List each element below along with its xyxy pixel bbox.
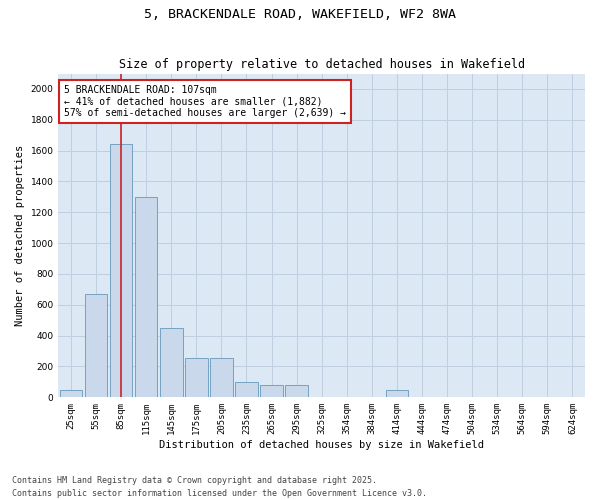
Bar (110, 144, 133, 398)
Bar (235, 382, 258, 398)
Title: Size of property relative to detached houses in Wakefield: Size of property relative to detached ho… (119, 58, 525, 71)
Text: 5 BRACKENDALE ROAD: 107sqm
← 41% of detached houses are smaller (1,882)
57% of s: 5 BRACKENDALE ROAD: 107sqm ← 41% of deta… (64, 85, 346, 118)
Text: Contains HM Land Registry data © Crown copyright and database right 2025.
Contai: Contains HM Land Registry data © Crown c… (12, 476, 427, 498)
Bar (160, 328, 182, 398)
Bar (59, 390, 82, 398)
Bar (185, 358, 208, 398)
X-axis label: Distribution of detached houses by size in Wakefield: Distribution of detached houses by size … (159, 440, 484, 450)
Bar (386, 390, 408, 398)
Y-axis label: Number of detached properties: Number of detached properties (15, 145, 25, 326)
Bar (85, 294, 107, 398)
Bar (286, 385, 308, 398)
Bar (210, 358, 233, 398)
Bar (260, 385, 283, 398)
Text: 5, BRACKENDALE ROAD, WAKEFIELD, WF2 8WA: 5, BRACKENDALE ROAD, WAKEFIELD, WF2 8WA (144, 8, 456, 20)
Bar (135, 197, 157, 398)
